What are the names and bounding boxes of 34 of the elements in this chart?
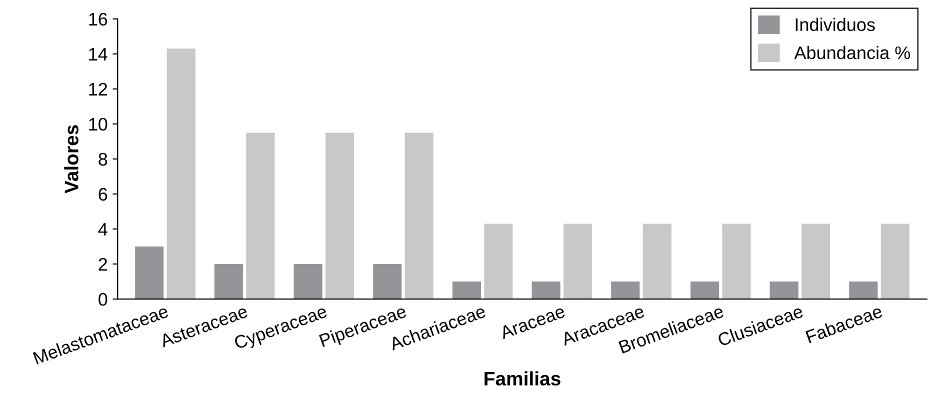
x-tick-label: Araceae — [498, 304, 566, 340]
legend-label: Abundancia % — [794, 46, 910, 60]
y-tick-label: 0 — [98, 292, 108, 306]
bar — [532, 282, 560, 300]
bar — [690, 282, 720, 300]
y-tick-label: 12 — [89, 82, 107, 96]
y-tick-label: 2 — [98, 258, 107, 271]
y-tick-label: 10 — [89, 118, 108, 131]
y-axis-title: Valores — [64, 125, 78, 194]
bar — [373, 264, 402, 300]
bar — [849, 282, 878, 300]
y-tick-label: 16 — [89, 12, 108, 26]
bar — [722, 224, 751, 300]
y-tick-label: 4 — [98, 223, 108, 236]
bar — [325, 132, 354, 300]
bar — [770, 282, 798, 300]
bar — [294, 264, 322, 300]
legend-label: Individuos — [796, 18, 875, 32]
bar — [484, 224, 513, 300]
bar — [642, 224, 672, 300]
bar — [611, 282, 640, 300]
bar — [166, 48, 196, 300]
bar — [246, 132, 275, 300]
x-axis-title: Familias — [484, 371, 560, 386]
bar — [404, 132, 434, 300]
bar — [135, 246, 164, 300]
bar — [802, 224, 830, 300]
y-tick-label: 14 — [89, 48, 108, 60]
bar — [214, 264, 243, 300]
y-tick-label: 8 — [98, 152, 108, 166]
bar — [564, 224, 592, 300]
y-tick-label: 6 — [98, 188, 108, 201]
bar — [452, 282, 481, 300]
bar — [880, 224, 910, 300]
